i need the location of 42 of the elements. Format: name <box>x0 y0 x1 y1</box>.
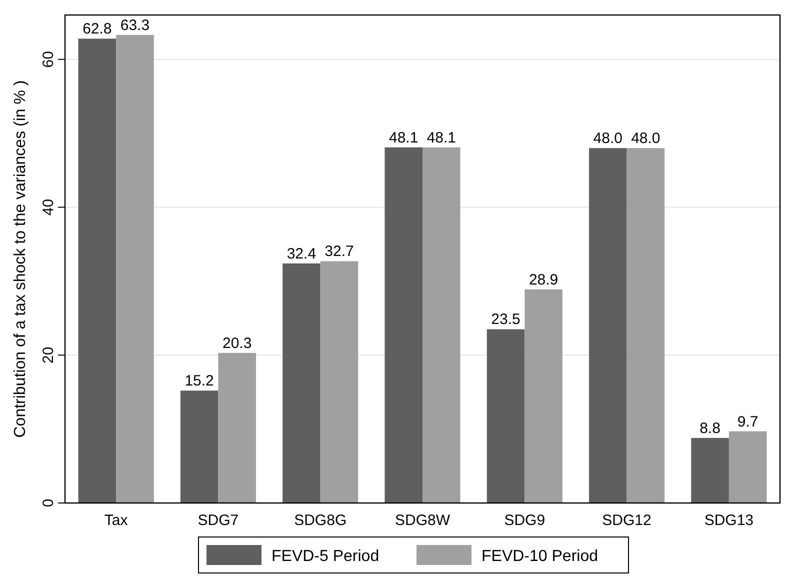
text: 48.1 <box>389 129 418 146</box>
text: 20.3 <box>222 334 252 352</box>
text: 28.9 <box>528 271 558 288</box>
legend-label: FEVD-5 Period <box>272 548 380 565</box>
bar <box>218 352 256 503</box>
bar <box>524 289 562 503</box>
x-tick-label: Tax <box>104 512 128 529</box>
bar <box>588 148 627 503</box>
bar <box>78 38 116 503</box>
y-tick-label: 20 <box>40 346 57 364</box>
text: 23.5 <box>491 311 520 328</box>
text: 8.8 <box>700 420 720 437</box>
y-tick-label: 0 <box>40 498 57 508</box>
text: 63.3 <box>120 16 150 34</box>
bar <box>384 147 422 503</box>
x-tick-label: SDG12 <box>602 512 652 529</box>
bar <box>691 438 729 503</box>
x-tick-label: SDG8W <box>394 512 451 529</box>
text: 48.0 <box>631 130 660 148</box>
x-tick-label: SDG9 <box>504 512 546 529</box>
bar <box>116 34 154 503</box>
legend-label: FEVD-10 Period <box>482 548 598 565</box>
bar <box>180 390 218 503</box>
y-tick-label: 60 <box>40 51 57 68</box>
text: 15.2 <box>184 372 214 390</box>
text: 48.1 <box>426 129 456 146</box>
bar <box>282 263 320 503</box>
bar <box>422 147 460 503</box>
x-tick-label: SDG7 <box>198 512 239 529</box>
bar <box>728 431 767 503</box>
text: 48.0 <box>593 130 622 148</box>
bar <box>486 329 525 503</box>
bar <box>320 261 358 503</box>
text: 32.7 <box>324 243 354 260</box>
bar <box>626 148 665 503</box>
y-axis-title: Contribution of a tax shock to the variances (in % ) <box>12 80 29 438</box>
y-tick-label: 40 <box>40 198 57 216</box>
text: 62.8 <box>82 20 112 38</box>
x-tick-label: SDG8G <box>294 512 347 529</box>
text: 32.4 <box>286 245 316 262</box>
x-tick-label: SDG13 <box>704 512 754 529</box>
text: 9.7 <box>737 413 758 430</box>
